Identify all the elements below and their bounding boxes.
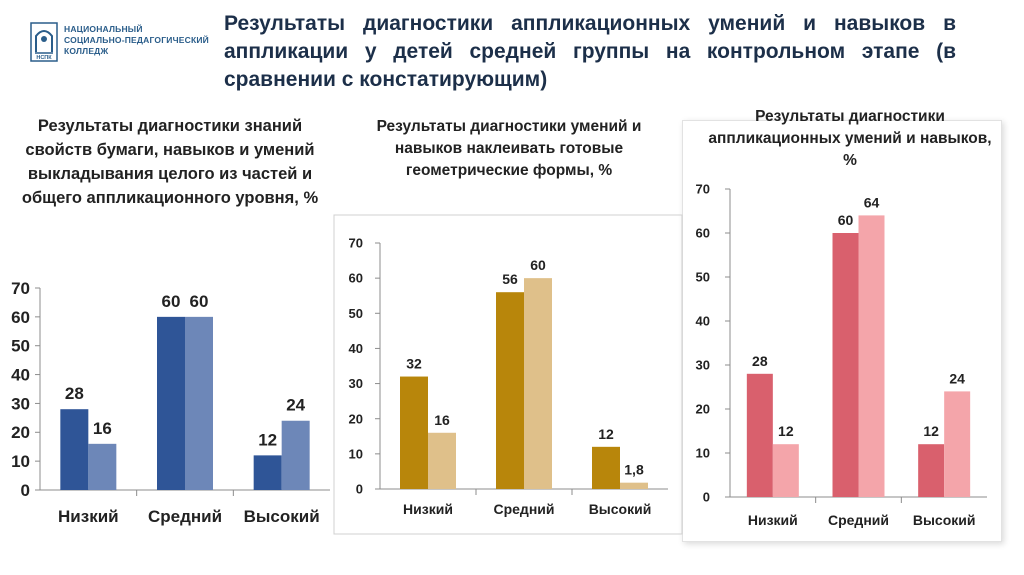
y-tick-label: 0 xyxy=(703,490,710,505)
data-label: 24 xyxy=(949,370,965,386)
chart-2: 0 10 20 30 40 50 60 70 Низкий 32 16 Средний 56 60 Высо… xyxy=(333,214,683,535)
bar xyxy=(524,278,552,489)
bar xyxy=(832,233,859,497)
data-label: 16 xyxy=(93,419,112,438)
chart-3: 0 10 20 30 40 50 60 70 Низкий 28 12 Средний 60 64 Высо… xyxy=(696,182,987,528)
logo-line-3: КОЛЛЕДЖ xyxy=(64,46,109,56)
bar xyxy=(88,443,117,490)
y-tick-label: 50 xyxy=(696,270,710,285)
y-tick-label: 10 xyxy=(11,452,30,471)
category-label: Низкий xyxy=(58,507,119,526)
college-logo: НСПК НАЦИОНАЛЬНЫЙ СОЦИАЛЬНО-ПЕДАГОГИЧЕСК… xyxy=(30,22,250,70)
bar xyxy=(918,444,945,497)
bar xyxy=(253,455,282,490)
bar xyxy=(157,316,185,490)
y-tick-label: 0 xyxy=(356,482,363,497)
chart-2-title: Результаты диагностики умений и навыков … xyxy=(376,118,642,179)
data-label: 12 xyxy=(923,423,939,439)
category-label: Высокий xyxy=(589,501,652,517)
y-tick-label: 60 xyxy=(696,226,710,241)
data-label: 12 xyxy=(598,426,614,442)
data-label: 28 xyxy=(65,384,84,403)
y-tick-label: 30 xyxy=(349,376,363,391)
bar xyxy=(746,373,773,497)
data-label: 12 xyxy=(778,423,794,439)
logo-line-1: НАЦИОНАЛЬНЫЙ xyxy=(64,24,143,34)
category-label: Низкий xyxy=(748,512,798,528)
bar xyxy=(281,420,310,490)
page-title: Результаты диагностики аппликационных ум… xyxy=(224,12,956,91)
logo-mark-text: НСПК xyxy=(36,55,52,61)
category-label: Средний xyxy=(828,512,889,528)
category-label: Средний xyxy=(493,501,554,517)
bar xyxy=(772,444,799,497)
category-label: Низкий xyxy=(403,501,453,517)
data-label: 16 xyxy=(434,412,450,428)
bar xyxy=(858,215,885,497)
y-tick-label: 50 xyxy=(349,306,363,321)
bar xyxy=(428,432,456,489)
data-label: 60 xyxy=(838,212,854,228)
chart-frame xyxy=(333,214,683,535)
y-tick-label: 40 xyxy=(11,366,30,385)
chart-3-title: Результаты диагностики аппликационных ум… xyxy=(708,108,992,169)
y-tick-label: 30 xyxy=(11,394,30,413)
logo-text: НАЦИОНАЛЬНЫЙ СОЦИАЛЬНО-ПЕДАГОГИЧЕСКИЙ КО… xyxy=(64,24,254,57)
bar xyxy=(496,292,524,489)
category-label: Высокий xyxy=(913,512,976,528)
y-tick-label: 60 xyxy=(349,271,363,286)
data-label: 24 xyxy=(286,396,305,415)
data-label: 56 xyxy=(502,271,518,287)
category-label: Средний xyxy=(148,507,222,526)
data-label: 60 xyxy=(530,257,546,273)
bar xyxy=(620,482,648,489)
y-tick-label: 10 xyxy=(696,446,710,461)
bar xyxy=(185,316,213,490)
y-tick-label: 40 xyxy=(696,314,710,329)
y-tick-label: 60 xyxy=(11,308,30,327)
y-tick-label: 30 xyxy=(696,358,710,373)
data-label: 12 xyxy=(258,430,277,449)
data-label: 28 xyxy=(752,353,768,369)
chart-1-title: Результаты диагностики знаний свойств бу… xyxy=(21,117,319,207)
category-label: Высокий xyxy=(244,507,320,526)
chart-1: 0 10 20 30 40 50 60 70 Низкий 28 16 Средний 60 60 Высо… xyxy=(11,279,330,526)
y-tick-label: 70 xyxy=(696,182,710,197)
data-label: 1,8 xyxy=(624,462,644,478)
bar xyxy=(60,409,89,490)
logo-line-2: СОЦИАЛЬНО-ПЕДАГОГИЧЕСКИЙ xyxy=(64,35,209,45)
data-label: 64 xyxy=(864,194,880,210)
y-tick-label: 70 xyxy=(349,236,363,251)
data-label: 32 xyxy=(406,356,422,372)
y-tick-label: 10 xyxy=(349,446,363,461)
y-tick-label: 20 xyxy=(349,411,363,426)
bar xyxy=(592,446,620,489)
y-tick-label: 20 xyxy=(696,402,710,417)
bar xyxy=(400,376,428,489)
y-tick-label: 70 xyxy=(11,279,30,298)
y-tick-label: 40 xyxy=(349,341,363,356)
y-tick-label: 0 xyxy=(21,481,30,500)
y-tick-label: 50 xyxy=(11,337,30,356)
data-label: 60 xyxy=(190,292,209,311)
bar xyxy=(944,391,971,497)
college-emblem-icon: НСПК xyxy=(30,22,58,62)
y-tick-label: 20 xyxy=(11,423,30,442)
data-label: 60 xyxy=(162,292,181,311)
